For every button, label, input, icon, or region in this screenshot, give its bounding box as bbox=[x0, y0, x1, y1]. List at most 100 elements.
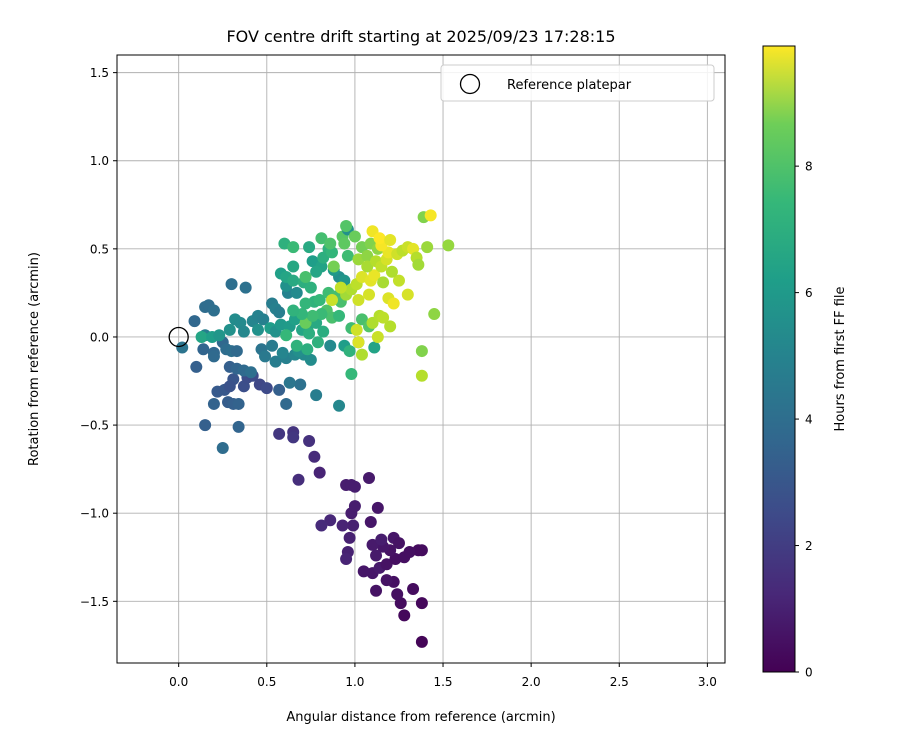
scatter-point bbox=[301, 343, 314, 356]
scatter-point bbox=[384, 320, 397, 333]
scatter-point bbox=[371, 330, 384, 343]
scatter-point bbox=[412, 258, 425, 271]
colorbar-tick-label: 6 bbox=[805, 286, 813, 300]
chart-title: FOV centre drift starting at 2025/09/23 … bbox=[226, 27, 615, 46]
scatter-point bbox=[361, 260, 374, 273]
scatter-point bbox=[327, 260, 340, 273]
scatter-point bbox=[334, 281, 347, 294]
scatter-point bbox=[266, 339, 279, 352]
scatter-point bbox=[421, 241, 434, 254]
scatter-point bbox=[371, 501, 384, 514]
scatter-point bbox=[352, 336, 365, 349]
y-axis-ticks: −1.5 −1.0 −0.5 0.0 0.5 1.0 1.5 bbox=[80, 66, 117, 609]
scatter-point bbox=[287, 304, 300, 317]
scatter-point bbox=[303, 241, 316, 254]
scatter-point bbox=[260, 382, 273, 395]
scatter-point bbox=[368, 269, 381, 282]
x-tick-label: 2.0 bbox=[522, 675, 541, 689]
scatter-point bbox=[304, 353, 317, 366]
scatter-point bbox=[207, 350, 220, 363]
y-tick-label: 0.5 bbox=[90, 242, 109, 256]
scatter-point bbox=[333, 399, 346, 412]
colorbar-label: Hours from first FF file bbox=[833, 286, 848, 431]
scatter-point bbox=[306, 255, 319, 268]
legend: Reference platepar bbox=[440, 64, 715, 102]
x-tick-label: 2.5 bbox=[610, 675, 629, 689]
scatter-point bbox=[257, 313, 270, 326]
scatter-point bbox=[377, 276, 390, 289]
scatter-point bbox=[317, 325, 330, 338]
legend-box bbox=[440, 64, 715, 102]
scatter-point bbox=[324, 514, 337, 527]
scatter-point bbox=[195, 330, 208, 343]
scatter-point bbox=[347, 519, 360, 532]
scatter-point bbox=[326, 293, 339, 306]
scatter-point bbox=[188, 315, 201, 328]
scatter-point bbox=[232, 397, 245, 410]
colorbar-frame bbox=[762, 45, 796, 673]
y-tick-label: 1.0 bbox=[90, 154, 109, 168]
x-tick-label: 1.5 bbox=[433, 675, 452, 689]
scatter-point bbox=[391, 588, 404, 601]
scatter-point bbox=[340, 219, 353, 232]
scatter-point bbox=[310, 389, 323, 402]
scatter-point bbox=[317, 251, 330, 264]
scatter-point bbox=[407, 582, 420, 595]
scatter-point bbox=[223, 323, 236, 336]
y-tick-label: 1.5 bbox=[90, 66, 109, 80]
scatter-point bbox=[340, 553, 353, 566]
x-axis-ticks: 0.0 0.5 1.0 1.5 2.0 2.5 3.0 bbox=[169, 663, 717, 689]
scatter-point bbox=[303, 327, 316, 340]
scatter-point bbox=[424, 209, 437, 222]
scatter-point bbox=[207, 397, 220, 410]
scatter-point bbox=[363, 288, 376, 301]
scatter-point bbox=[292, 473, 305, 486]
scatter-point bbox=[428, 308, 441, 321]
scatter-point bbox=[294, 378, 307, 391]
scatter-point bbox=[230, 345, 243, 358]
scatter-point bbox=[311, 336, 324, 349]
scatter-point bbox=[350, 323, 363, 336]
scatter-point bbox=[442, 239, 455, 252]
y-tick-label: −0.5 bbox=[80, 419, 109, 433]
scatter-point bbox=[373, 232, 386, 245]
scatter-point bbox=[375, 533, 388, 546]
scatter-point bbox=[415, 369, 428, 382]
scatter-point bbox=[273, 383, 286, 396]
scatter-point bbox=[237, 325, 250, 338]
scatter-point bbox=[287, 274, 300, 287]
scatter-point bbox=[308, 450, 321, 463]
y-tick-label: −1.0 bbox=[80, 507, 109, 521]
scatter-point bbox=[336, 519, 349, 532]
scatter-point bbox=[387, 297, 400, 310]
scatter-point bbox=[385, 265, 398, 278]
scatter-points bbox=[176, 209, 455, 648]
scatter-point bbox=[199, 419, 212, 432]
scatter-point bbox=[223, 380, 236, 393]
scatter-point bbox=[304, 281, 317, 294]
scatter-point bbox=[290, 339, 303, 352]
colorbar: 0 2 4 6 8 Hours from first FF file bbox=[762, 45, 848, 680]
scatter-point bbox=[324, 237, 337, 250]
colorbar-tick-label: 0 bbox=[805, 666, 813, 680]
scatter-point bbox=[280, 329, 293, 342]
scatter-point bbox=[239, 281, 252, 294]
x-tick-label: 0.0 bbox=[169, 675, 188, 689]
scatter-point bbox=[355, 348, 368, 361]
scatter-point bbox=[287, 431, 300, 444]
scatter-point bbox=[352, 293, 365, 306]
x-tick-label: 0.5 bbox=[257, 675, 276, 689]
scatter-point bbox=[348, 500, 361, 513]
grid bbox=[117, 55, 725, 663]
scatter-point bbox=[364, 516, 377, 529]
scatter-point bbox=[341, 249, 354, 262]
scatter-point bbox=[273, 306, 286, 319]
legend-open-circle-marker bbox=[459, 73, 481, 95]
reference-platepar-marker bbox=[168, 326, 189, 348]
scatter-point bbox=[368, 341, 381, 354]
scatter-point bbox=[357, 565, 370, 578]
scatter-point bbox=[313, 293, 326, 306]
scatter-point bbox=[299, 297, 312, 310]
scatter-point bbox=[306, 309, 319, 322]
scatter-point bbox=[269, 355, 282, 368]
